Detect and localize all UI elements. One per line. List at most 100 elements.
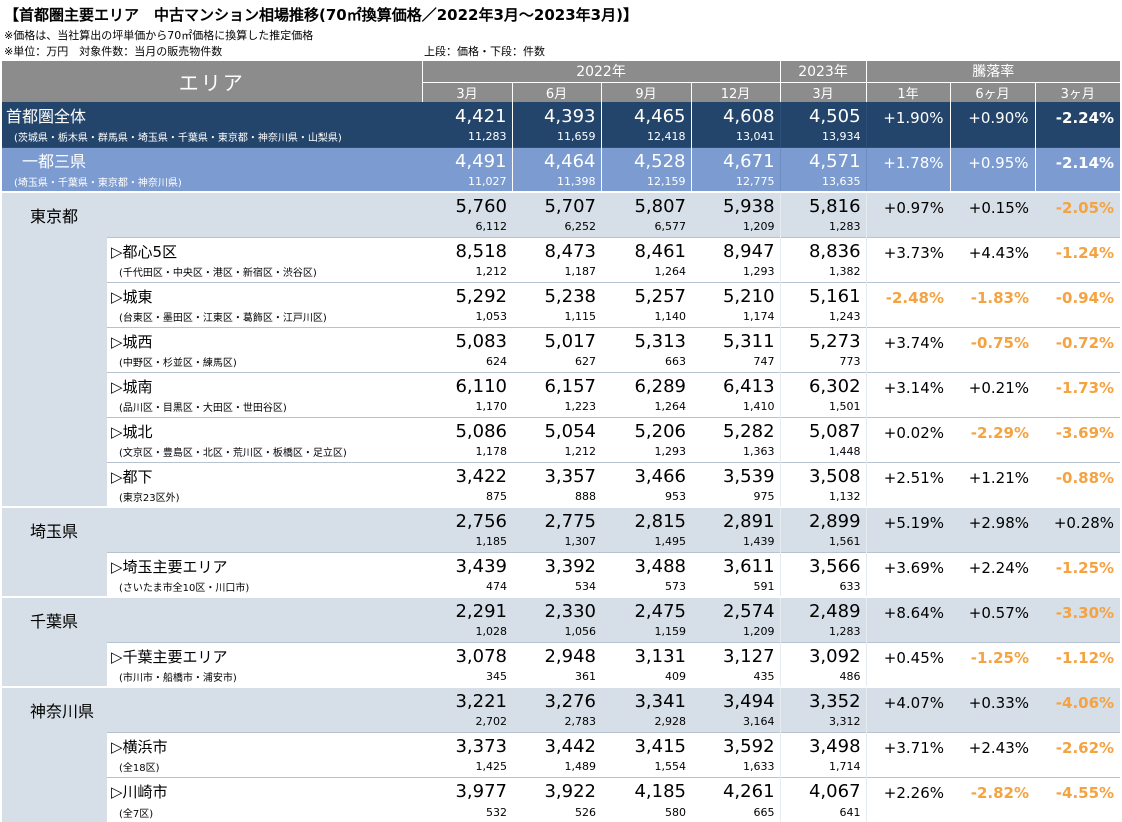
change-cell: -3.69% [1035, 416, 1121, 442]
count-cell: 1,561 [779, 532, 867, 552]
count-cell: 6,112 [422, 217, 512, 237]
table-row: 一都三県 4,491 4,464 4,528 4,671 4,571 +1.78% +0.9… [2, 146, 1121, 172]
table-row: (全7区) 532 526 580 665 641 [2, 802, 1121, 822]
price-cell: 3,494 [691, 686, 781, 712]
count-cell: 1,243 [779, 307, 867, 327]
count-cell: 747 [691, 352, 781, 372]
price-cell: 2,756 [422, 506, 512, 532]
count-cell: 12,775 [690, 172, 781, 192]
price-cell: 5,313 [601, 326, 691, 352]
price-cell: 6,110 [422, 371, 512, 397]
legend-note: 上段：価格・下段：件数 [424, 45, 545, 58]
count-cell: 13,635 [779, 172, 867, 192]
change-spacer [1035, 712, 1121, 732]
price-cell: 5,257 [601, 281, 691, 307]
table-row: (千代田区・中央区・港区・新宿区・渋谷区) 1,212 1,187 1,264 1,2… [2, 262, 1121, 282]
change-cell: -4.06% [1035, 686, 1121, 712]
change-spacer [950, 397, 1036, 417]
count-cell: 11,398 [511, 172, 601, 192]
change-spacer [950, 442, 1036, 462]
count-cell: 1,293 [691, 262, 781, 282]
change-cell: +3.73% [865, 236, 951, 262]
count-cell: 526 [512, 802, 601, 822]
count-cell: 1,633 [691, 757, 781, 777]
subarea-description: (全18区) [107, 757, 422, 777]
price-cell: 5,206 [601, 416, 691, 442]
table-row: 千葉県 2,291 2,330 2,475 2,574 2,489 +8.64% +0.57… [2, 596, 1121, 642]
change-spacer [865, 487, 951, 507]
subarea-description: (中野区・杉並区・練馬区) [107, 352, 422, 372]
change-cell: +0.28% [1035, 506, 1121, 532]
change-spacer [950, 487, 1036, 507]
header-area: エリア [2, 61, 422, 102]
change-spacer [950, 352, 1036, 372]
price-cell: 8,836 [779, 236, 867, 262]
change-spacer [865, 262, 951, 282]
price-cell: 3,422 [422, 461, 512, 487]
price-cell: 4,464 [511, 146, 601, 172]
count-cell: 591 [691, 577, 781, 597]
change-cell: +5.19% [865, 506, 951, 532]
header-month: 9月 [600, 81, 691, 102]
price-cell: 3,592 [691, 731, 781, 757]
change-spacer [865, 802, 951, 822]
indent-spacer [2, 462, 107, 507]
indent-spacer [2, 552, 107, 597]
prefecture-name: 神奈川県 [2, 686, 422, 732]
change-cell: +0.33% [950, 686, 1036, 712]
price-cell: 3,922 [512, 776, 601, 802]
count-cell: 580 [601, 802, 691, 822]
subarea-description: (東京23区外) [107, 487, 422, 507]
count-cell: 1,212 [512, 442, 601, 462]
price-cell: 3,611 [691, 551, 781, 577]
change-spacer [1035, 577, 1121, 597]
header-month: 3月 [421, 81, 512, 102]
price-cell: 4,671 [690, 146, 781, 172]
change-spacer [865, 622, 951, 642]
change-cell: -1.83% [950, 281, 1036, 307]
price-cell: 3,442 [512, 731, 601, 757]
change-cell: -2.29% [950, 416, 1036, 442]
price-cell: 3,466 [601, 461, 691, 487]
table-row: ▷都下 3,422 3,357 3,466 3,539 3,508 +2.51% +1.21… [2, 461, 1121, 507]
change-cell: +0.21% [950, 371, 1036, 397]
count-cell: 1,283 [779, 622, 867, 642]
change-cell: +0.97% [865, 191, 951, 217]
price-table: エリア 2022年 2023年 騰落率 3月 6月 9月 12月 3月 1年 6… [2, 61, 1121, 822]
price-cell: 5,083 [422, 326, 512, 352]
unit-note: ※単位：万円 対象件数：当月の販売物件数 [4, 45, 223, 58]
price-cell: 3,539 [691, 461, 781, 487]
change-spacer [1035, 397, 1121, 417]
change-cell: -2.82% [950, 776, 1036, 802]
change-spacer [1035, 442, 1121, 462]
count-cell: 1,140 [601, 307, 691, 327]
change-spacer [865, 442, 951, 462]
count-cell: 1,178 [422, 442, 512, 462]
price-cell: 3,977 [422, 776, 512, 802]
price-cell: 3,276 [512, 686, 601, 712]
change-spacer [950, 712, 1036, 732]
count-cell: 435 [691, 667, 781, 687]
count-cell: 534 [512, 577, 601, 597]
change-spacer [1035, 802, 1121, 822]
count-cell: 641 [779, 802, 867, 822]
change-cell: +0.45% [865, 641, 951, 667]
indent-spacer [2, 777, 107, 822]
price-cell: 3,221 [422, 686, 512, 712]
change-cell: +8.64% [865, 596, 951, 622]
area-description: (埼玉県・千葉県・東京都・神奈川県) [2, 172, 422, 192]
table-row: ▷城西 5,083 5,017 5,313 5,311 5,273 +3.74% -0.75… [2, 326, 1121, 372]
count-cell: 888 [512, 487, 601, 507]
change-cell: +4.07% [865, 686, 951, 712]
table-row: (全18区) 1,425 1,489 1,554 1,633 1,714 [2, 757, 1121, 777]
price-cell: 3,508 [779, 461, 867, 487]
change-spacer [950, 307, 1036, 327]
subarea-name: ▷城西 [107, 326, 422, 352]
table-row: (茨城県・栃木県・群馬県・埼玉県・千葉県・東京都・神奈川県・山梨県) 11,28… [2, 127, 1121, 147]
prefecture-name: 千葉県 [2, 596, 422, 642]
count-cell: 2,783 [512, 712, 601, 732]
change-cell: +2.51% [865, 461, 951, 487]
indent-spacer [2, 237, 107, 282]
table-row: ▷城東 5,292 5,238 5,257 5,210 5,161 -2.48% -1.83… [2, 281, 1121, 327]
change-spacer [1034, 172, 1121, 192]
